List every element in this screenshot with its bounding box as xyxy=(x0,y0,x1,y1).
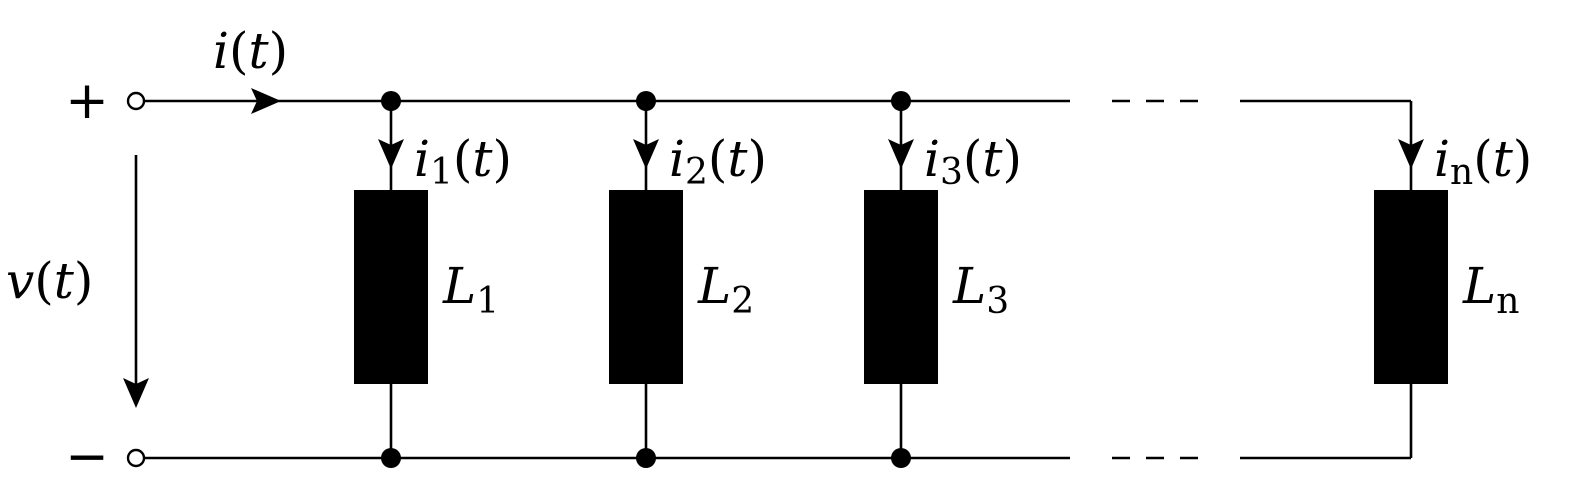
source-current-label: i(t) xyxy=(213,22,288,80)
branch-2-top-node xyxy=(636,91,656,111)
source-current-arrow xyxy=(251,88,281,114)
inductor-4-body xyxy=(1374,190,1448,384)
branch-1-current-label: i1(t) xyxy=(414,130,512,193)
branch-1-current-arrow xyxy=(378,139,404,169)
minus-terminal xyxy=(126,448,146,468)
branch-3-current-label: i3(t) xyxy=(924,130,1022,193)
branch-1-bottom-node xyxy=(381,448,401,468)
plus-sign: + xyxy=(65,71,109,131)
inductor-2-body xyxy=(609,190,683,384)
voltage-label: v(t) xyxy=(6,252,93,310)
branch-2-current-arrow xyxy=(633,139,659,169)
inductor-4-label: Ln xyxy=(1462,257,1519,322)
voltage-arrow-head xyxy=(123,378,149,408)
branch-2-bottom-node xyxy=(636,448,656,468)
plus-terminal xyxy=(126,91,146,111)
inductor-1-body xyxy=(354,190,428,384)
inductor-branches: i1(t) L1 i2(t) L2 i3(t) L3 in(t) Ln xyxy=(354,91,1532,468)
inductor-1-label: L1 xyxy=(442,257,499,322)
branch-3-top-node xyxy=(891,91,911,111)
inductor-3-body xyxy=(864,190,938,384)
inductor-3-label: L3 xyxy=(952,257,1009,322)
branch-1-top-node xyxy=(381,91,401,111)
branch-4-current-arrow xyxy=(1398,139,1424,169)
branch-3-current-arrow xyxy=(888,139,914,169)
branch-2-current-label: i2(t) xyxy=(669,130,767,193)
minus-sign: − xyxy=(65,427,109,484)
branch-4-current-label: in(t) xyxy=(1434,130,1532,193)
inductor-2-label: L2 xyxy=(697,257,754,322)
branch-3-bottom-node xyxy=(891,448,911,468)
